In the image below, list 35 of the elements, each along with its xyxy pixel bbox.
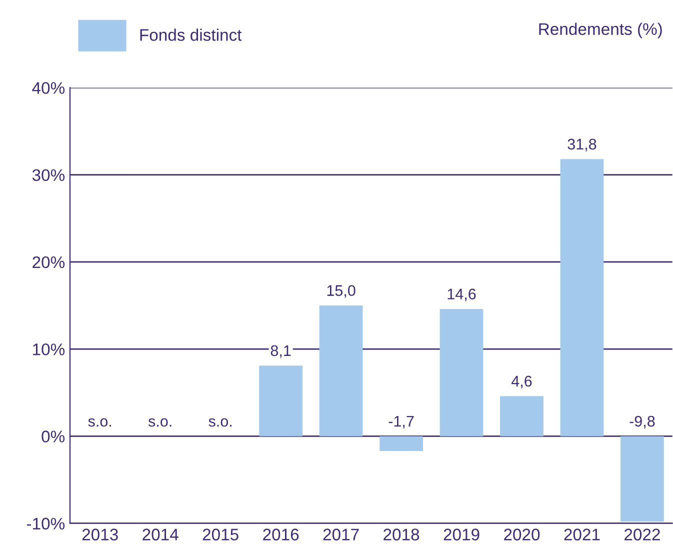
legend-label: Fonds distinct — [140, 28, 242, 41]
bar — [380, 436, 423, 452]
y-axis-title: Rendements (%) — [539, 22, 662, 38]
bar — [620, 436, 664, 522]
y-tick-label: 30% — [32, 169, 65, 182]
x-tick-label: 2020 — [504, 528, 540, 540]
data-label: 4,6 — [511, 376, 532, 388]
bar — [560, 159, 604, 436]
y-tick-label: 20% — [32, 256, 65, 268]
x-tick-label: 2018 — [384, 528, 420, 540]
bar — [440, 309, 484, 436]
x-tick-label: 2021 — [564, 528, 600, 540]
x-tick-label: 2022 — [624, 528, 660, 540]
x-tick-label: 2015 — [202, 528, 238, 540]
y-tick-label: 10% — [33, 343, 65, 356]
bar — [500, 396, 544, 436]
y-tick-label: 0% — [42, 430, 65, 442]
x-tick-label: 2019 — [444, 528, 480, 540]
text: s.o. — [88, 418, 112, 427]
data-label: 15,0 — [327, 285, 356, 298]
x-tick-label: 2017 — [323, 528, 359, 540]
bar — [319, 306, 363, 436]
y-tick-label: -10% — [26, 518, 65, 530]
data-label: -9,8 — [630, 416, 655, 428]
text: s.o. — [148, 418, 172, 427]
y-tick-label: 40% — [32, 82, 65, 94]
bar — [259, 366, 302, 436]
x-tick-label: 2016 — [263, 528, 299, 540]
data-label: 8,1 — [270, 345, 291, 358]
text: s.o. — [208, 418, 232, 427]
data-label: 14,6 — [448, 288, 476, 302]
data-label: 31,8 — [568, 138, 596, 152]
data-label: -1,7 — [388, 416, 414, 428]
x-tick-label: 2014 — [142, 528, 178, 540]
x-tick-label: 2013 — [82, 528, 118, 540]
